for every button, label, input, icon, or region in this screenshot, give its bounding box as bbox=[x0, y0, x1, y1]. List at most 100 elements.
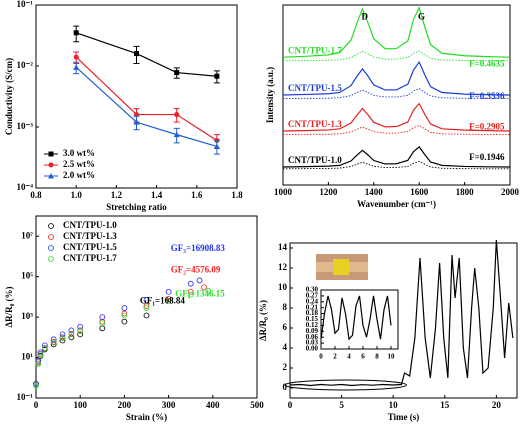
marker bbox=[59, 335, 66, 342]
marker bbox=[37, 349, 44, 356]
series-line bbox=[76, 32, 217, 77]
y-tick-label: 4 bbox=[283, 342, 288, 352]
x-tick-label: 500 bbox=[250, 400, 264, 410]
x-tick-label: 1200 bbox=[319, 187, 338, 197]
y-tick-label: 0 bbox=[283, 382, 288, 392]
marker bbox=[59, 337, 66, 344]
y-tick-label: 10⁷ bbox=[21, 230, 33, 240]
marker bbox=[165, 288, 172, 295]
x-axis-label: Stretching ratio bbox=[106, 202, 167, 212]
x-tick-label: 200 bbox=[118, 400, 132, 410]
y-tick-label: 0.30 bbox=[306, 286, 319, 294]
series-line bbox=[282, 160, 510, 170]
y-tick-label: 10⁻³ bbox=[17, 121, 34, 131]
x-axis-label: Strain (%) bbox=[126, 412, 167, 422]
marker bbox=[174, 112, 180, 118]
marker bbox=[35, 357, 42, 364]
y-tick-label: 0.27 bbox=[306, 292, 319, 300]
highlight-ellipse bbox=[284, 379, 407, 391]
x-tick-label: 400 bbox=[206, 400, 220, 410]
marker bbox=[50, 339, 57, 346]
x-tick-label: 1.4 bbox=[151, 190, 163, 200]
marker bbox=[48, 173, 54, 179]
marker bbox=[73, 64, 80, 70]
wrist-photo bbox=[316, 254, 368, 280]
marker bbox=[48, 234, 54, 240]
series-line bbox=[320, 295, 392, 341]
y-tick-label: 0.03 bbox=[306, 339, 319, 347]
legend-label: 3.0 wt% bbox=[63, 148, 95, 158]
marker bbox=[165, 298, 172, 305]
series-label: CNT/TPU-1.5 bbox=[288, 83, 342, 93]
marker bbox=[165, 295, 172, 302]
annotation: GF₁=108.84 bbox=[140, 296, 186, 306]
x-tick-label: 10 bbox=[388, 353, 396, 361]
x-axis-label: Wavenumber (cm⁻¹) bbox=[357, 199, 436, 209]
y-tick-label: 0.09 bbox=[306, 327, 319, 335]
annotation: GF₄=1346.15 bbox=[175, 288, 225, 298]
annotation: F=0.2905 bbox=[469, 121, 505, 131]
x-tick-label: 1.2 bbox=[111, 190, 123, 200]
marker bbox=[121, 305, 128, 311]
marker bbox=[77, 323, 84, 330]
series-line bbox=[75, 56, 218, 142]
x-tick-label: 0.8 bbox=[30, 190, 42, 200]
x-tick-label: 1.8 bbox=[231, 190, 243, 200]
x-tick-label: 15 bbox=[440, 400, 450, 410]
x-tick-label: 20 bbox=[492, 400, 502, 410]
marker bbox=[48, 151, 54, 157]
chart-panel: 0 100 200 300 400 500 10⁻¹ 10¹ 10³ 10⁵ 10⁷ Strain (… bbox=[4, 215, 264, 422]
marker bbox=[173, 131, 180, 138]
y-axis-label: ΔR/R₀ (%) bbox=[258, 300, 268, 341]
marker bbox=[33, 382, 39, 389]
marker bbox=[73, 54, 79, 60]
y-tick-label: 10⁻¹ bbox=[17, 0, 34, 9]
y-tick-label: 6 bbox=[283, 322, 288, 332]
marker bbox=[174, 70, 180, 76]
marker bbox=[143, 297, 150, 303]
x-tick-label: 1.0 bbox=[71, 190, 83, 200]
x-tick-label: 2 bbox=[333, 353, 337, 361]
marker bbox=[187, 291, 194, 298]
marker bbox=[143, 312, 150, 319]
series-line bbox=[282, 6, 511, 58]
series-line bbox=[282, 124, 511, 136]
x-tick-label: 4 bbox=[347, 353, 351, 361]
series-label: CNT/TPU-1.7 bbox=[288, 45, 342, 55]
photo-sensor bbox=[333, 259, 349, 275]
x-tick-label: 5 bbox=[339, 400, 344, 410]
annotation: F=0.4635 bbox=[469, 58, 505, 68]
annotation: F=0.3536 bbox=[469, 91, 505, 101]
series-line bbox=[75, 66, 218, 148]
marker bbox=[73, 30, 79, 36]
marker bbox=[121, 312, 128, 319]
y-axis-label: ΔR/R₀ (%) bbox=[4, 286, 14, 327]
marker bbox=[48, 223, 54, 229]
y-tick-label: 0.12 bbox=[306, 321, 319, 329]
marker bbox=[214, 73, 220, 79]
series-line bbox=[289, 239, 514, 387]
y-axis-label: Intensity (a.u.) bbox=[265, 67, 275, 123]
marker bbox=[121, 310, 128, 317]
marker bbox=[41, 345, 48, 352]
y-tick-label: 10⁻¹ bbox=[17, 392, 34, 402]
series-label: CNT/TPU-1.3 bbox=[288, 119, 342, 129]
x-tick-label: 1800 bbox=[456, 187, 475, 197]
marker bbox=[99, 320, 106, 327]
marker bbox=[77, 328, 84, 335]
legend-label: 2.5 wt% bbox=[63, 159, 95, 169]
series-label: CNT/TPU-1.0 bbox=[288, 155, 342, 165]
marker bbox=[48, 162, 54, 168]
x-tick-label: 300 bbox=[162, 400, 176, 410]
x-tick-label: 2000 bbox=[501, 187, 520, 197]
chart-panel: 1000 1200 1400 1600 1800 2000 Wavenumber (cm⁻¹… bbox=[265, 4, 520, 209]
y-tick-label: 0.21 bbox=[306, 303, 319, 311]
y-tick-label: 0.18 bbox=[306, 309, 319, 317]
x-tick-label: 1000 bbox=[274, 187, 293, 197]
marker bbox=[143, 305, 150, 311]
marker bbox=[68, 331, 75, 338]
y-tick-label: 10³ bbox=[21, 311, 33, 321]
y-tick-label: 10¹ bbox=[21, 352, 33, 362]
marker bbox=[33, 380, 39, 387]
marker bbox=[201, 284, 207, 291]
